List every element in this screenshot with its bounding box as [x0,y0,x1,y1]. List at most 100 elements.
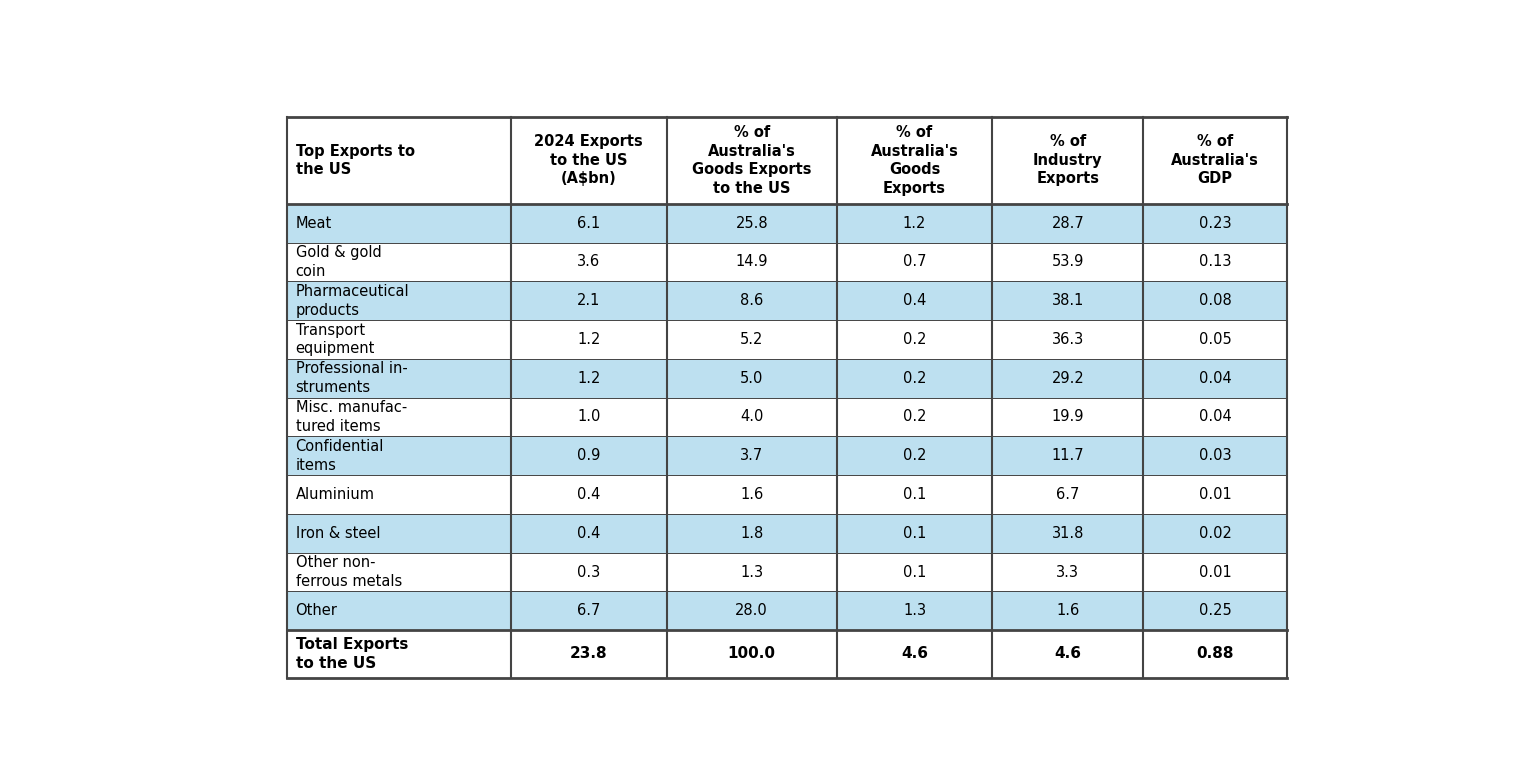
Bar [511,436,667,475]
Text: % of
Australia's
Goods
Exports: % of Australia's Goods Exports [871,125,958,196]
Text: Pharmaceutical
products: Pharmaceutical products [295,284,409,318]
Text: Meat: Meat [295,215,332,231]
Text: 3.3: 3.3 [1057,564,1080,580]
Bar [837,475,992,514]
Text: 0.1: 0.1 [903,487,926,502]
Bar [1143,514,1287,553]
Text: 6.1: 6.1 [578,215,601,231]
Bar [992,117,1143,204]
Bar [511,553,667,591]
Text: % of
Australia's
Goods Exports
to the US: % of Australia's Goods Exports to the US [691,125,811,196]
Bar [992,204,1143,243]
Text: Iron & steel: Iron & steel [295,525,379,541]
Text: Total Exports
to the US: Total Exports to the US [295,637,409,671]
Text: 0.2: 0.2 [903,332,926,347]
Text: 0.2: 0.2 [903,370,926,386]
Text: 0.01: 0.01 [1198,487,1232,502]
Text: 1.3: 1.3 [903,603,926,618]
Bar [287,630,511,678]
Text: 0.05: 0.05 [1198,332,1232,347]
Bar [667,204,837,243]
Bar [667,630,837,678]
Text: 53.9: 53.9 [1052,254,1084,270]
Text: 19.9: 19.9 [1052,409,1084,425]
Text: 1.3: 1.3 [740,564,763,580]
Text: 0.9: 0.9 [578,448,601,463]
Text: 0.23: 0.23 [1200,215,1232,231]
Bar [287,553,511,591]
Bar [992,630,1143,678]
Bar [992,475,1143,514]
Text: 31.8: 31.8 [1052,525,1084,541]
Bar [992,320,1143,359]
Text: % of
Industry
Exports: % of Industry Exports [1034,134,1103,187]
Bar [511,398,667,436]
Text: 0.01: 0.01 [1198,564,1232,580]
Text: 5.2: 5.2 [740,332,763,347]
Bar [992,436,1143,475]
Bar [837,243,992,281]
Text: 0.2: 0.2 [903,448,926,463]
Bar [287,281,511,320]
Bar [1143,281,1287,320]
Bar [667,281,837,320]
Text: 0.1: 0.1 [903,564,926,580]
Bar [1143,436,1287,475]
Text: 0.04: 0.04 [1198,370,1232,386]
Bar [667,117,837,204]
Text: 3.6: 3.6 [578,254,601,270]
Text: 1.2: 1.2 [578,332,601,347]
Text: 4.6: 4.6 [1054,646,1081,662]
Bar [1143,359,1287,398]
Bar [511,359,667,398]
Text: Other non-
ferrous metals: Other non- ferrous metals [295,555,402,589]
Bar [837,514,992,553]
Bar [1143,475,1287,514]
Bar [992,243,1143,281]
Text: 2024 Exports
to the US
(A$bn): 2024 Exports to the US (A$bn) [535,134,644,187]
Text: 28.0: 28.0 [736,603,768,618]
Text: 0.02: 0.02 [1198,525,1232,541]
Bar [287,591,511,630]
Text: 1.6: 1.6 [1057,603,1080,618]
Text: 100.0: 100.0 [728,646,776,662]
Bar [287,436,511,475]
Bar [837,591,992,630]
Bar [1143,553,1287,591]
Bar [511,475,667,514]
Text: 0.25: 0.25 [1198,603,1232,618]
Bar [511,591,667,630]
Text: 0.2: 0.2 [903,409,926,425]
Bar [837,398,992,436]
Text: 0.7: 0.7 [903,254,926,270]
Bar [287,398,511,436]
Text: 38.1: 38.1 [1052,293,1084,308]
Bar [1143,320,1287,359]
Bar [837,630,992,678]
Text: 29.2: 29.2 [1052,370,1084,386]
Text: Misc. manufac-
tured items: Misc. manufac- tured items [295,400,407,434]
Text: 6.7: 6.7 [578,603,601,618]
Bar [511,243,667,281]
Text: 5.0: 5.0 [740,370,763,386]
Text: 1.2: 1.2 [578,370,601,386]
Text: 0.08: 0.08 [1198,293,1232,308]
Bar [992,514,1143,553]
Bar [667,320,837,359]
Text: 1.2: 1.2 [903,215,926,231]
Text: 1.0: 1.0 [578,409,601,425]
Text: 4.0: 4.0 [740,409,763,425]
Bar [287,204,511,243]
Bar [667,359,837,398]
Text: Transport
equipment: Transport equipment [295,322,375,356]
Text: 0.1: 0.1 [903,525,926,541]
Bar [992,553,1143,591]
Bar [511,630,667,678]
Bar [287,475,511,514]
Bar [667,553,837,591]
Text: Other: Other [295,603,338,618]
Text: 8.6: 8.6 [740,293,763,308]
Bar [992,281,1143,320]
Bar [511,320,667,359]
Bar [837,359,992,398]
